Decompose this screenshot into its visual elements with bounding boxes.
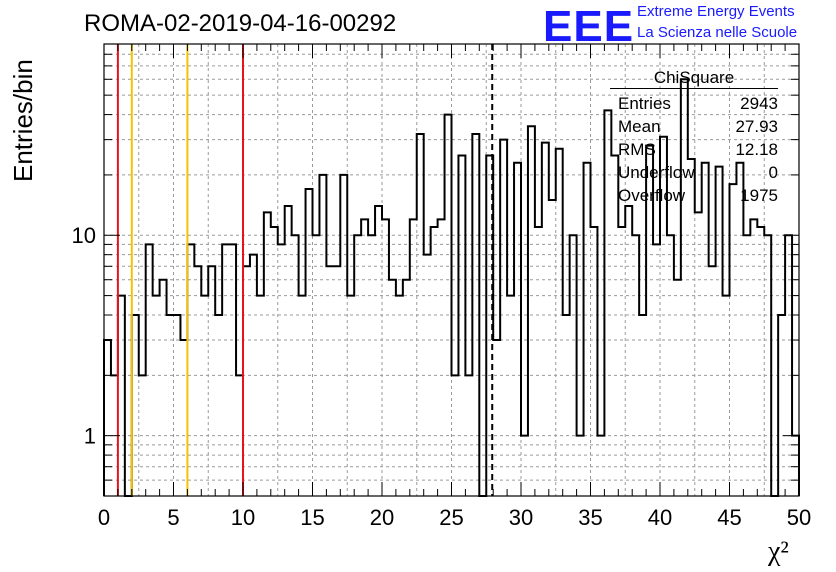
x-tick-label: 30 xyxy=(509,505,533,530)
x-tick-label: 45 xyxy=(717,505,741,530)
histogram-line xyxy=(103,78,800,497)
stats-value: 0 xyxy=(768,163,778,182)
stats-title: ChiSquare xyxy=(610,68,778,89)
stats-box: ChiSquare Entries 2943 Mean 27.93 RMS 12.18… xyxy=(610,68,778,207)
x-tick-label: 0 xyxy=(98,505,110,530)
logo-line1: Extreme Energy Events xyxy=(637,3,795,20)
x-axis-label: χ² xyxy=(768,536,789,567)
x-tick-label: 15 xyxy=(300,505,324,530)
y-tick-label: 10 xyxy=(72,223,96,248)
y-axis-label: Entries/bin xyxy=(8,59,38,182)
stats-label: Overflow xyxy=(618,186,686,205)
y-tick-label: 1 xyxy=(84,424,96,449)
stats-value: 1975 xyxy=(740,186,778,205)
stats-value: 2943 xyxy=(740,94,778,113)
logo-line2: La Scienza nelle Scuole xyxy=(637,24,798,41)
chart-title: ROMA-02-2019-04-16-00292 xyxy=(84,10,397,37)
stats-label: RMS xyxy=(618,140,656,159)
stats-row: RMS 12.18 xyxy=(610,138,778,161)
stats-row: Underflow 0 xyxy=(610,161,778,184)
stats-value: 27.93 xyxy=(735,117,778,136)
eee-logo: EEE xyxy=(543,2,635,51)
x-tick-label: 20 xyxy=(370,505,394,530)
x-tick-label: 40 xyxy=(648,505,672,530)
x-tick-label: 5 xyxy=(167,505,179,530)
y-axis-label-wrap: Entries/bin xyxy=(8,59,48,222)
stats-row: Entries 2943 xyxy=(610,92,778,115)
x-tick-label: 25 xyxy=(439,505,463,530)
stats-label: Mean xyxy=(618,117,661,136)
stats-label: Entries xyxy=(618,94,671,113)
stats-row: Overflow 1975 xyxy=(610,184,778,207)
x-tick-label: 10 xyxy=(231,505,255,530)
stats-value: 12.18 xyxy=(735,140,778,159)
stats-row: Mean 27.93 xyxy=(610,115,778,138)
x-tick-label: 50 xyxy=(787,505,811,530)
stats-label: Underflow xyxy=(618,163,695,182)
x-tick-label: 35 xyxy=(578,505,602,530)
